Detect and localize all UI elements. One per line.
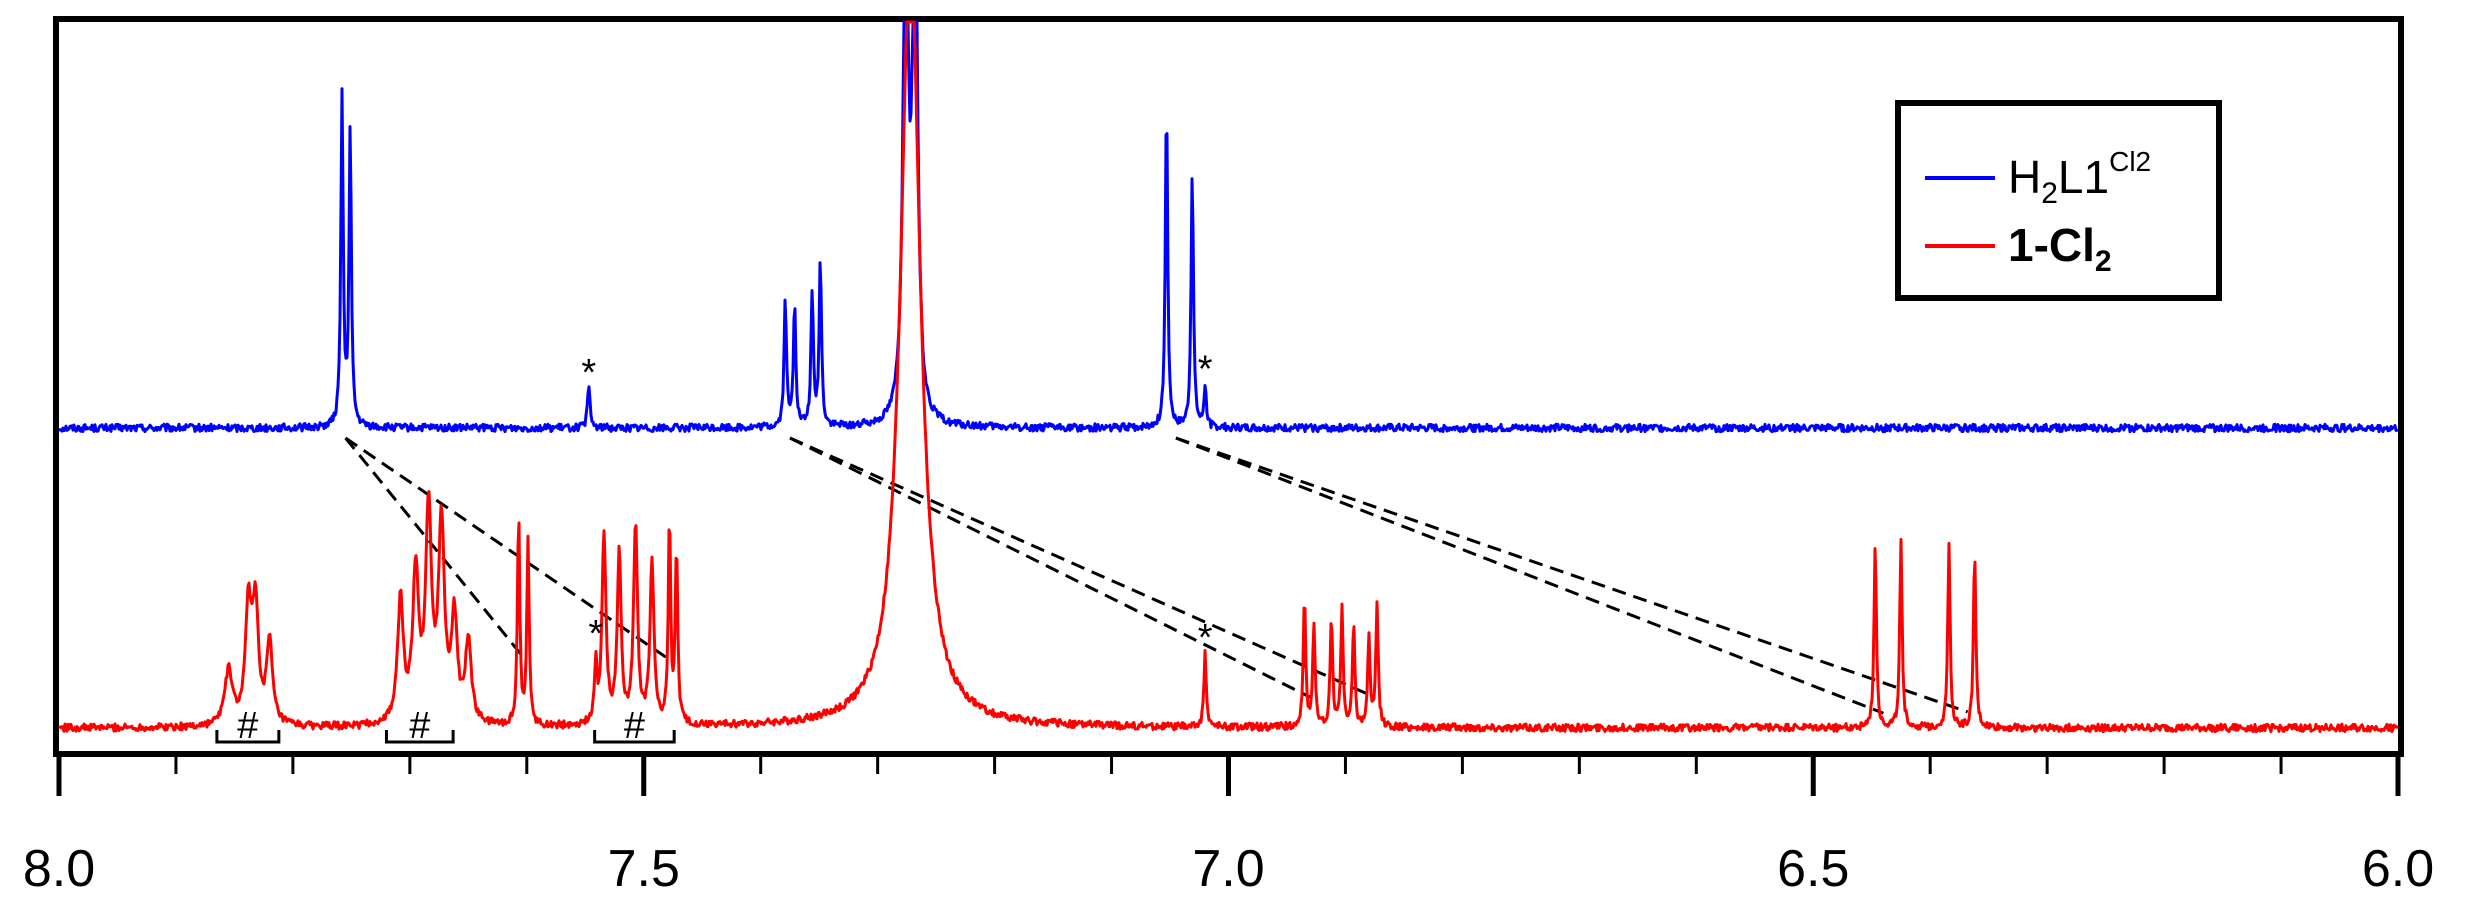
- connector-line-1: [344, 437, 523, 656]
- hash-bracket-3: [593, 730, 676, 744]
- legend-label-blue: H2L1Cl2: [2008, 146, 2151, 210]
- x-tick-label-3: 6.5: [1777, 840, 1849, 898]
- connector-line-3: [789, 436, 1312, 699]
- legend-blue-sub: 2: [2041, 177, 2058, 210]
- x-tick-label-1: 7.5: [608, 840, 680, 898]
- spectra-group: [57, 20, 2399, 734]
- hash-label-1: #: [237, 705, 258, 747]
- connector-lines: [344, 436, 1969, 715]
- connector-line-6: [1175, 436, 1969, 714]
- connector-line-2: [344, 436, 674, 664]
- legend-box: [1895, 100, 2222, 301]
- legend-red-main: 1-Cl: [2008, 219, 2095, 271]
- connector-line-4: [789, 436, 1373, 698]
- legend-blue-sup: Cl2: [2109, 146, 2151, 177]
- x-axis-ticks: 8.0 7.5 7.0 6.5 6.0: [23, 754, 2434, 898]
- hash-label-2: #: [409, 705, 430, 747]
- impurity-star-blue-1: *: [581, 352, 596, 394]
- legend-red-sub: 2: [2095, 245, 2112, 278]
- x-tick-label-2: 7.0: [1192, 840, 1264, 898]
- spectrum-line-blue: [57, 20, 2399, 434]
- connector-line-5: [1175, 436, 1884, 715]
- legend: H2L1Cl2 1-Cl2: [1895, 100, 2222, 301]
- legend-blue-mid: L1: [2058, 151, 2109, 203]
- hash-label-3: #: [624, 705, 645, 747]
- legend-label-red: 1-Cl2: [2008, 219, 2112, 278]
- impurity-star-blue-2: *: [1198, 349, 1213, 391]
- spectrum-line-red: [58, 20, 2399, 734]
- impurity-star-red-2: *: [1198, 617, 1213, 659]
- hash-bracket-1: [215, 730, 281, 744]
- peak-markers: * * * * # # #: [215, 349, 1213, 747]
- legend-blue-main: H: [2008, 151, 2041, 203]
- x-tick-label-0: 8.0: [23, 840, 95, 898]
- x-tick-label-4: 6.0: [2362, 840, 2434, 898]
- hash-bracket-2: [384, 730, 455, 744]
- impurity-star-red-1: *: [588, 613, 603, 655]
